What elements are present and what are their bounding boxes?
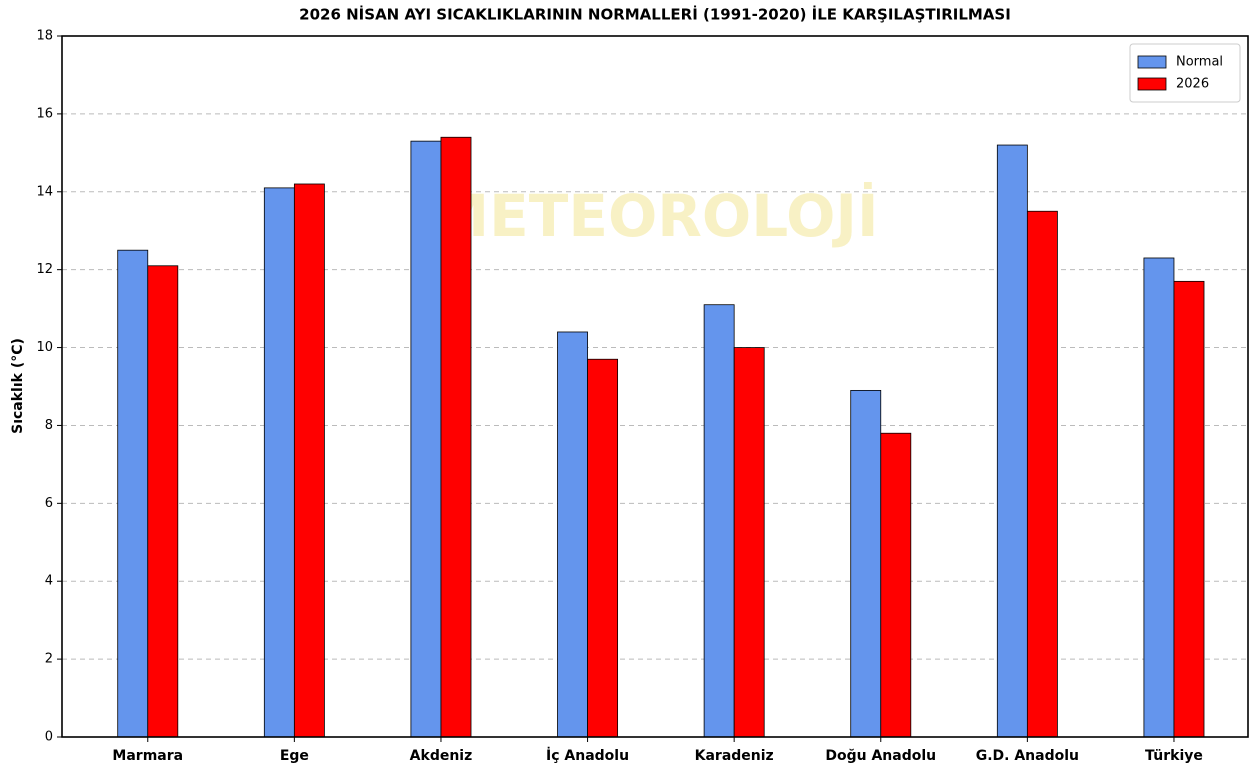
bar [1026,210,1058,738]
y-tick-label: 18 [36,29,53,44]
x-tick-label: İç Anadolu [546,747,629,764]
bar [557,331,588,738]
y-tick-label: 16 [36,106,53,121]
bar [1143,257,1175,738]
y-tick-label: 6 [45,496,53,511]
y-tick-label: 8 [45,418,53,433]
x-tick-label: Türkiye [1145,748,1203,764]
y-axis-label: Sıcaklık (°C) [10,338,26,434]
x-tick-label: Akdeniz [410,748,473,764]
y-tick-label: 4 [45,574,53,589]
watermark: METEOROLOJİ [431,181,878,250]
bar [440,136,472,738]
bar [850,389,882,738]
y-tick-label: 12 [36,262,53,277]
legend-swatch [1137,77,1167,91]
bar [147,265,179,738]
bar [996,144,1028,738]
bar [117,249,149,738]
y-tick-label: 10 [36,340,53,355]
bar [880,432,912,738]
legend-swatch [1137,55,1167,69]
x-tick-label: Ege [280,748,309,764]
y-tick-label: 14 [36,184,53,199]
bar [733,347,765,738]
legend-box [1129,43,1241,103]
bar [703,304,735,738]
bar [410,140,442,738]
bar [293,183,325,738]
x-tick-label: Karadeniz [695,748,774,764]
x-tick-label: Doğu Anadolu [825,748,936,764]
bar [587,358,619,738]
bar [1173,280,1205,738]
y-tick-label: 2 [45,652,53,667]
chart-title: 2026 NİSAN AYI SICAKLIKLARININ NORMALLER… [299,5,1011,24]
bar [263,187,295,738]
y-tick-label: 0 [45,730,53,745]
plot-frame [61,35,1249,738]
legend-label: 2026 [1176,77,1209,92]
x-tick-label: Marmara [112,748,183,764]
x-tick-label: G.D. Anadolu [976,748,1079,764]
legend-label: Normal [1176,55,1223,70]
